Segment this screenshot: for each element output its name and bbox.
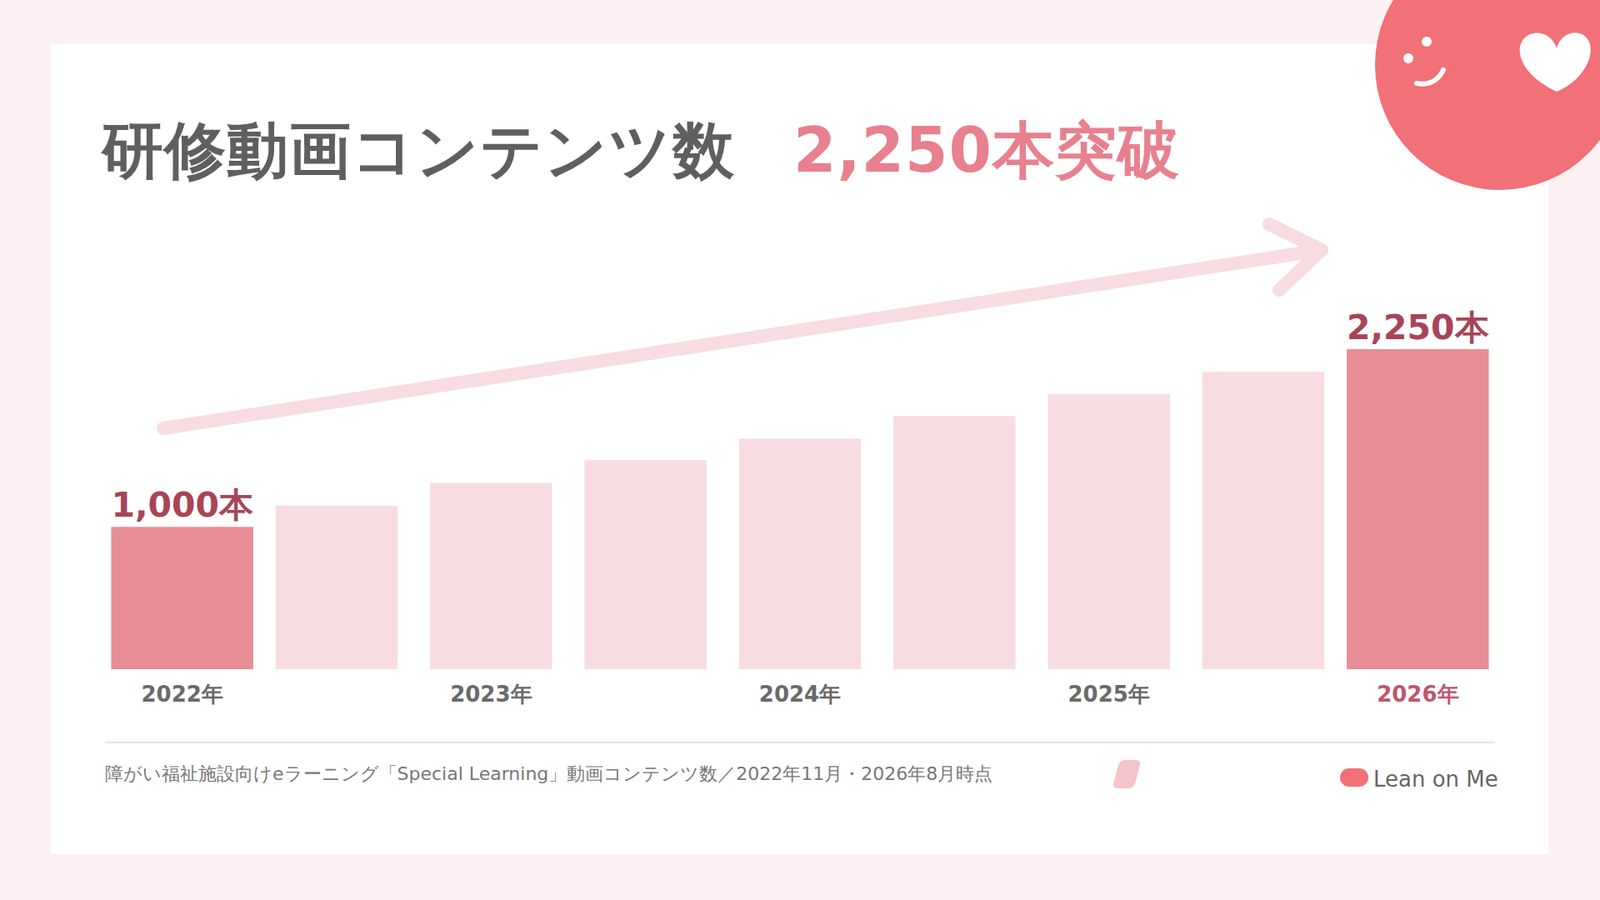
- svg-text:2025年: 2025年: [1067, 681, 1150, 707]
- svg-text:2,250本: 2,250本: [1346, 307, 1490, 348]
- svg-text:1,000本: 1,000本: [110, 485, 253, 525]
- html-text:障がい福祉施設向けeラーニング「Special Learni: 障がい福祉施設向けeラーニング「Special Learning」動画コンテンツ…: [105, 763, 993, 785]
- svg-text:2026年: 2026年: [1376, 681, 1459, 707]
- html-text:研修動画コンテンツ数: 研修動画コンテンツ数: [101, 114, 735, 186]
- html-text:Lean on Me: Lean on Me: [1373, 766, 1499, 792]
- svg-text:2022年: 2022年: [140, 681, 223, 707]
- html-text:2,250本突破: 2,250本突破: [793, 114, 1181, 186]
- svg-text:2023年: 2023年: [450, 681, 532, 707]
- svg-text:2024年: 2024年: [759, 681, 841, 707]
